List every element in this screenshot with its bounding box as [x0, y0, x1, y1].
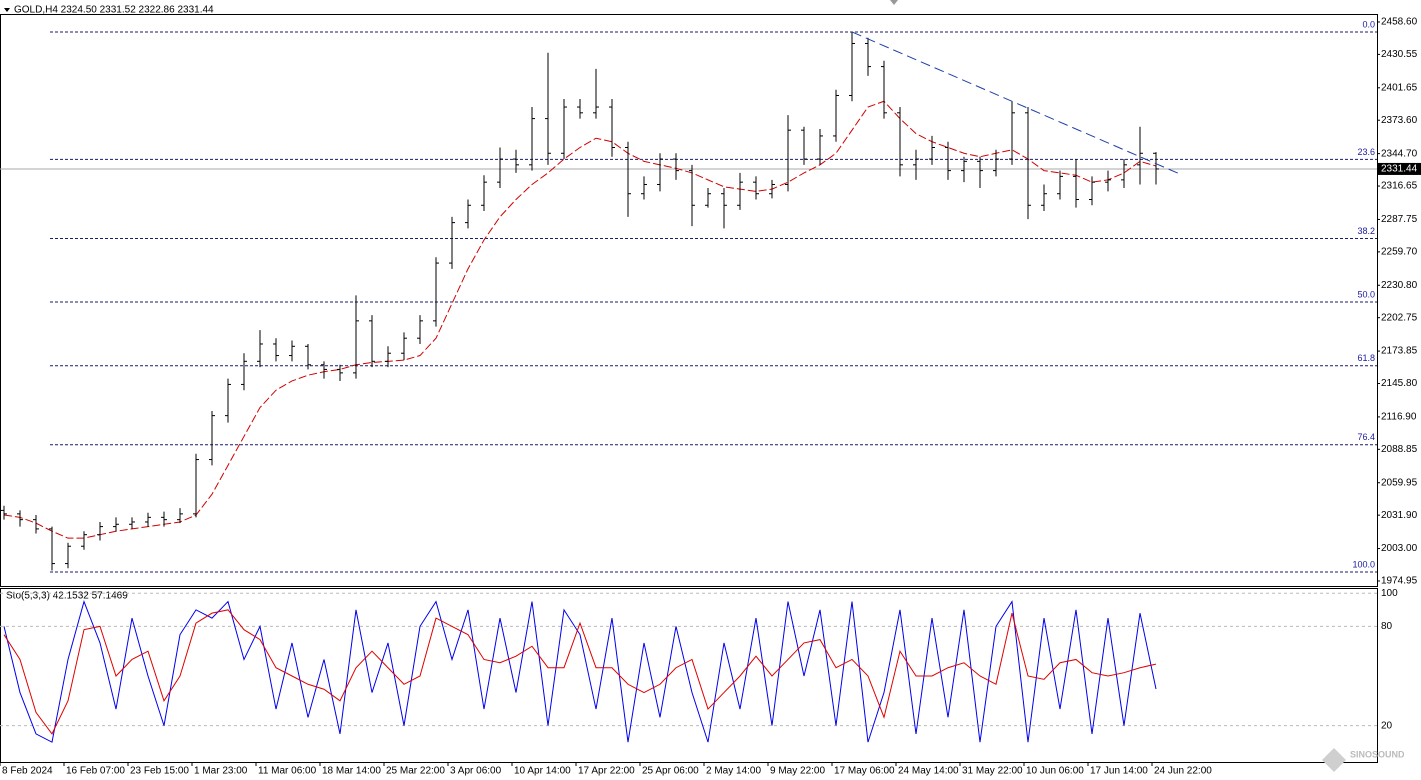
x-tick-label: 24 May 14:00 [898, 766, 959, 777]
x-tick-label: 23 Feb 15:00 [130, 766, 189, 777]
y-tick-label: 2031.90 [1381, 510, 1418, 521]
y-tick-label: 2003.00 [1381, 543, 1418, 554]
y-tick-label: 1974.95 [1381, 576, 1418, 587]
current-price-box [1378, 162, 1421, 175]
x-tick-label: 17 Apr 22:00 [578, 766, 635, 777]
shift-marker [890, 0, 898, 5]
main-panel-frame [0, 14, 1378, 587]
y-tick-label: 2116.90 [1381, 412, 1417, 423]
y-tick-label: 2316.65 [1381, 181, 1418, 192]
oscillator-panel-frame [0, 588, 1378, 763]
x-tick-label: 31 May 22:00 [962, 766, 1023, 777]
x-tick-label: 25 Mar 22:00 [386, 766, 445, 777]
y-tick-label: 2373.60 [1381, 115, 1418, 126]
x-tick-label: 10 Apr 14:00 [514, 766, 571, 777]
x-tick-label: 17 May 06:00 [834, 766, 895, 777]
y-tick-label: 2458.60 [1381, 17, 1418, 28]
x-tick-label: 1 Mar 23:00 [194, 766, 248, 777]
x-tick-label: 8 Feb 2024 [2, 766, 53, 777]
x-tick-label: 25 Apr 06:00 [642, 766, 699, 777]
y-tick-label: 2401.65 [1381, 82, 1418, 93]
x-tick-label: 18 Mar 14:00 [322, 766, 381, 777]
oscillator-line [3, 599, 1157, 743]
current-price-label: 2331.44 [1381, 164, 1418, 175]
oscillator-line [3, 609, 1157, 735]
y-tick-label: 2287.75 [1381, 214, 1418, 225]
y-tick-label: 20 [1381, 720, 1393, 731]
x-tick-label: 16 Feb 07:00 [66, 766, 125, 777]
watermark: SINOSOUND [1350, 749, 1405, 759]
chart-header: GOLD,H4 2324.50 2331.52 2322.86 2331.44 [14, 5, 214, 16]
x-tick-label: 2 May 14:00 [706, 766, 761, 777]
menu-arrow[interactable] [4, 8, 10, 12]
y-tick-label: 2430.55 [1381, 49, 1418, 60]
y-tick-label: 2145.80 [1381, 378, 1418, 389]
fib-label: 100.0 [1352, 559, 1375, 569]
fib-label: 61.8 [1357, 353, 1375, 363]
x-tick-label: 3 Apr 06:00 [450, 766, 502, 777]
y-tick-label: 2230.80 [1381, 280, 1418, 291]
y-tick-label: 100 [1381, 588, 1398, 599]
y-tick-label: 2259.70 [1381, 247, 1418, 258]
watermark-logo [1322, 748, 1346, 772]
x-tick-label: 24 Jun 22:00 [1154, 766, 1212, 777]
fib-label: 50.0 [1357, 289, 1375, 299]
y-tick-label: 2059.95 [1381, 477, 1418, 488]
x-tick-label: 10 Jun 06:00 [1026, 766, 1084, 777]
fib-label: 23.6 [1357, 147, 1375, 157]
y-tick-label: 2088.85 [1381, 444, 1418, 455]
x-tick-label: 9 May 22:00 [770, 766, 825, 777]
fib-label: 38.2 [1357, 226, 1375, 236]
x-tick-label: 17 Jun 14:00 [1090, 766, 1148, 777]
fib-label: 0.0 [1362, 19, 1375, 29]
x-tick-label: 11 Mar 06:00 [258, 766, 317, 777]
oscillator-header: Sto(5,3,3) 42.1532 57.1469 [6, 591, 128, 602]
y-tick-label: 2202.75 [1381, 312, 1418, 323]
y-tick-label: 2344.70 [1381, 148, 1418, 159]
y-tick-label: 80 [1381, 621, 1393, 632]
y-tick-label: 2173.85 [1381, 346, 1418, 357]
fib-label: 76.4 [1357, 432, 1375, 442]
